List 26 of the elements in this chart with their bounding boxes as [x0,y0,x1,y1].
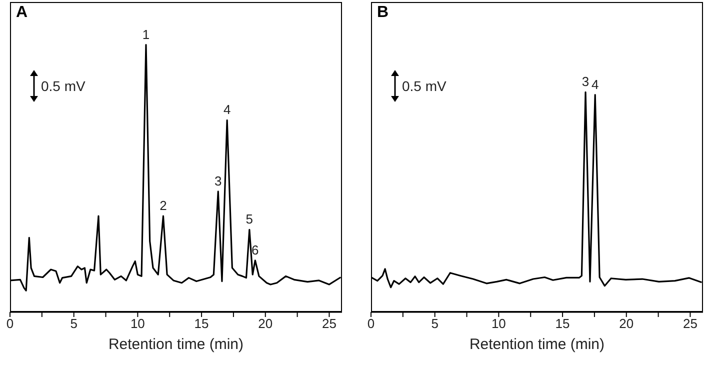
annotation: 4 [223,102,231,118]
annotation: 0.5 mV [41,78,86,94]
x-tick-label: 20 [258,316,273,332]
x-tick-label: 15 [194,316,209,332]
annotation: 5 [246,212,254,227]
annotation: 0.5 mV [402,78,446,94]
annotation: 2 [160,198,167,214]
chart-title: A [16,4,28,22]
x-axis-title: Retention time (min) [107,336,245,353]
annotation: 6 [252,242,259,258]
x-tick-label: 15 [555,316,570,332]
x-tick-label: 10 [130,316,145,332]
x-tick-label: 25 [322,316,336,332]
annotation: 4 [591,76,599,92]
x-tick-label: 5 [70,316,78,332]
x-axis-title: Retention time (min) [468,336,606,353]
annotation: 3 [214,173,222,188]
x-tick-label: 20 [619,316,634,332]
x-tick-label: 5 [431,316,438,332]
chart-title: B [377,4,389,22]
x-tick-label: 10 [491,316,506,332]
annotation: 1 [142,26,150,42]
x-tick-label: 25 [682,316,698,332]
annotation: 3 [582,74,590,90]
x-tick-label: 0 [367,316,375,332]
x-tick-label: 0 [6,316,14,332]
